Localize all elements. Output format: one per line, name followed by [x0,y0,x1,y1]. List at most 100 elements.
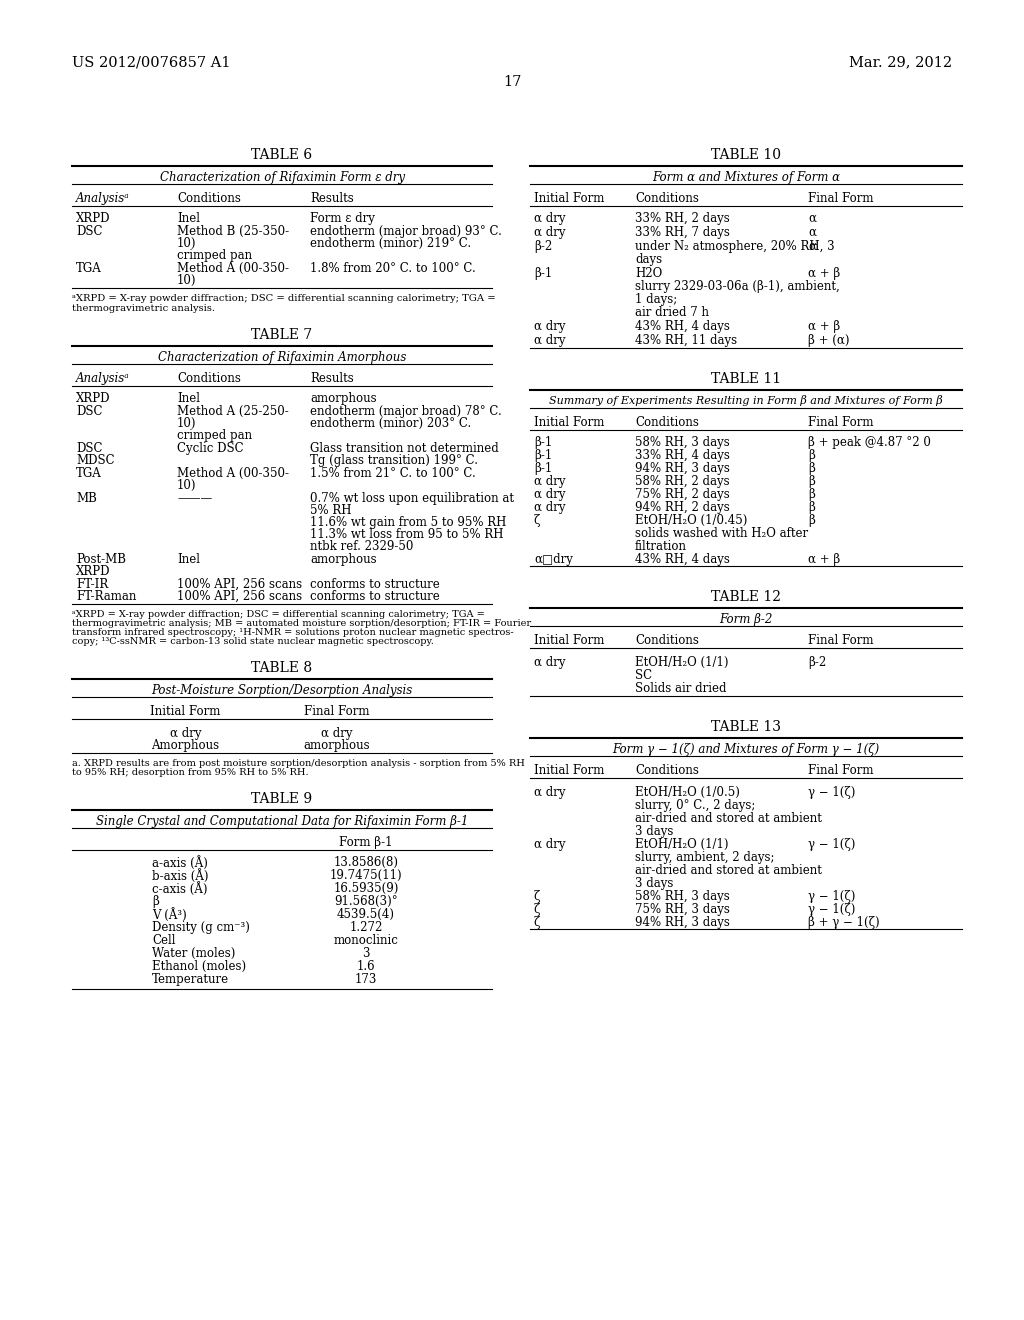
Text: ntbk ref. 2329-50: ntbk ref. 2329-50 [310,540,414,553]
Text: amorphous: amorphous [310,553,377,566]
Text: Initial Form: Initial Form [151,705,220,718]
Text: 43% RH, 4 days: 43% RH, 4 days [635,553,730,566]
Text: 58% RH, 3 days: 58% RH, 3 days [635,890,730,903]
Text: α dry: α dry [321,727,352,741]
Text: β-1: β-1 [534,462,552,475]
Text: V (Å³): V (Å³) [152,908,186,921]
Text: Summary of Experiments Resulting in Form β and Mixtures of Form β: Summary of Experiments Resulting in Form… [549,395,943,407]
Text: thermogravimetric analysis.: thermogravimetric analysis. [72,304,215,313]
Text: Form β-2: Form β-2 [719,612,773,626]
Text: α: α [808,213,816,224]
Text: TABLE 10: TABLE 10 [711,148,781,162]
Text: 33% RH, 4 days: 33% RH, 4 days [635,449,730,462]
Text: XRPD: XRPD [76,213,111,224]
Text: Solids air dried: Solids air dried [635,682,726,696]
Text: Method A (25-250-: Method A (25-250- [177,405,289,418]
Text: Conditions: Conditions [635,416,698,429]
Text: β: β [808,462,815,475]
Text: α dry: α dry [534,785,565,799]
Text: 17: 17 [503,75,521,88]
Text: β + peak @4.87 °2 0: β + peak @4.87 °2 0 [808,436,931,449]
Text: α + β: α + β [808,553,841,566]
Text: Form ε dry: Form ε dry [310,213,375,224]
Text: 5% RH: 5% RH [310,504,351,517]
Text: 58% RH, 3 days: 58% RH, 3 days [635,436,730,449]
Text: slurry, ambient, 2 days;: slurry, ambient, 2 days; [635,851,774,865]
Text: ———: ——— [177,492,212,506]
Text: Water (moles): Water (moles) [152,946,236,960]
Text: days: days [635,253,663,267]
Text: Analysisᵃ: Analysisᵃ [76,191,130,205]
Text: a. XRPD results are from post moisture sorption/desorption analysis - sorption f: a. XRPD results are from post moisture s… [72,759,525,768]
Text: Post-Moisture Sorption/Desorption Analysis: Post-Moisture Sorption/Desorption Analys… [152,684,413,697]
Text: β-2: β-2 [534,240,552,253]
Text: α dry: α dry [534,213,565,224]
Text: α dry: α dry [534,475,565,488]
Text: 13.8586(8): 13.8586(8) [334,855,398,869]
Text: crimped pan: crimped pan [177,249,252,261]
Text: γ − 1(ζ): γ − 1(ζ) [808,838,855,851]
Text: Method A (00-350-: Method A (00-350- [177,261,289,275]
Text: DSC: DSC [76,224,102,238]
Text: β-1: β-1 [534,267,552,280]
Text: 43% RH, 11 days: 43% RH, 11 days [635,334,737,347]
Text: 3: 3 [362,946,370,960]
Text: 1.6: 1.6 [356,960,376,973]
Text: 1.8% from 20° C. to 100° C.: 1.8% from 20° C. to 100° C. [310,261,476,275]
Text: Glass transition not determined: Glass transition not determined [310,442,499,455]
Text: β: β [152,895,159,908]
Text: FT-Raman: FT-Raman [76,590,136,603]
Text: 1 days;: 1 days; [635,293,677,306]
Text: amorphous: amorphous [303,739,370,752]
Text: γ − 1(ζ): γ − 1(ζ) [808,785,855,799]
Text: conforms to structure: conforms to structure [310,578,439,591]
Text: α + β: α + β [808,319,841,333]
Text: ζ: ζ [534,513,541,527]
Text: 94% RH, 3 days: 94% RH, 3 days [635,916,730,929]
Text: Conditions: Conditions [635,634,698,647]
Text: α dry: α dry [534,226,565,239]
Text: TABLE 11: TABLE 11 [711,372,781,385]
Text: 10): 10) [177,275,197,286]
Text: XRPD: XRPD [76,565,111,578]
Text: 94% RH, 3 days: 94% RH, 3 days [635,462,730,475]
Text: 100% API, 256 scans: 100% API, 256 scans [177,590,302,603]
Text: Final Form: Final Form [304,705,370,718]
Text: α + β: α + β [808,267,841,280]
Text: 75% RH, 3 days: 75% RH, 3 days [635,903,730,916]
Text: Inel: Inel [177,553,200,566]
Text: EtOH/H₂O (1/1): EtOH/H₂O (1/1) [635,838,728,851]
Text: α dry: α dry [534,656,565,669]
Text: β: β [808,513,815,527]
Text: conforms to structure: conforms to structure [310,590,439,603]
Text: 11.3% wt loss from 95 to 5% RH: 11.3% wt loss from 95 to 5% RH [310,528,504,541]
Text: α dry: α dry [534,488,565,502]
Text: Final Form: Final Form [808,191,873,205]
Text: α dry: α dry [534,319,565,333]
Text: Initial Form: Initial Form [534,634,604,647]
Text: β: β [808,449,815,462]
Text: endotherm (minor) 219° C.: endotherm (minor) 219° C. [310,238,471,249]
Text: 10): 10) [177,417,197,430]
Text: α: α [808,240,816,253]
Text: Form γ − 1(ζ) and Mixtures of Form γ − 1(ζ): Form γ − 1(ζ) and Mixtures of Form γ − 1… [612,743,880,756]
Text: TABLE 9: TABLE 9 [252,792,312,807]
Text: TGA: TGA [76,261,101,275]
Text: 43% RH, 4 days: 43% RH, 4 days [635,319,730,333]
Text: Density (g cm⁻³): Density (g cm⁻³) [152,921,250,935]
Text: under N₂ atmosphere, 20% RH, 3: under N₂ atmosphere, 20% RH, 3 [635,240,835,253]
Text: monoclinic: monoclinic [334,935,398,946]
Text: β: β [808,475,815,488]
Text: Post-MB: Post-MB [76,553,126,566]
Text: Inel: Inel [177,213,200,224]
Text: γ − 1(ζ): γ − 1(ζ) [808,903,855,916]
Text: EtOH/H₂O (1/0.5): EtOH/H₂O (1/0.5) [635,785,740,799]
Text: Initial Form: Initial Form [534,416,604,429]
Text: Form β-1: Form β-1 [339,836,393,849]
Text: 1.272: 1.272 [349,921,383,935]
Text: Final Form: Final Form [808,416,873,429]
Text: Final Form: Final Form [808,764,873,777]
Text: Results: Results [310,372,353,385]
Text: TABLE 12: TABLE 12 [711,590,781,605]
Text: TABLE 8: TABLE 8 [252,661,312,675]
